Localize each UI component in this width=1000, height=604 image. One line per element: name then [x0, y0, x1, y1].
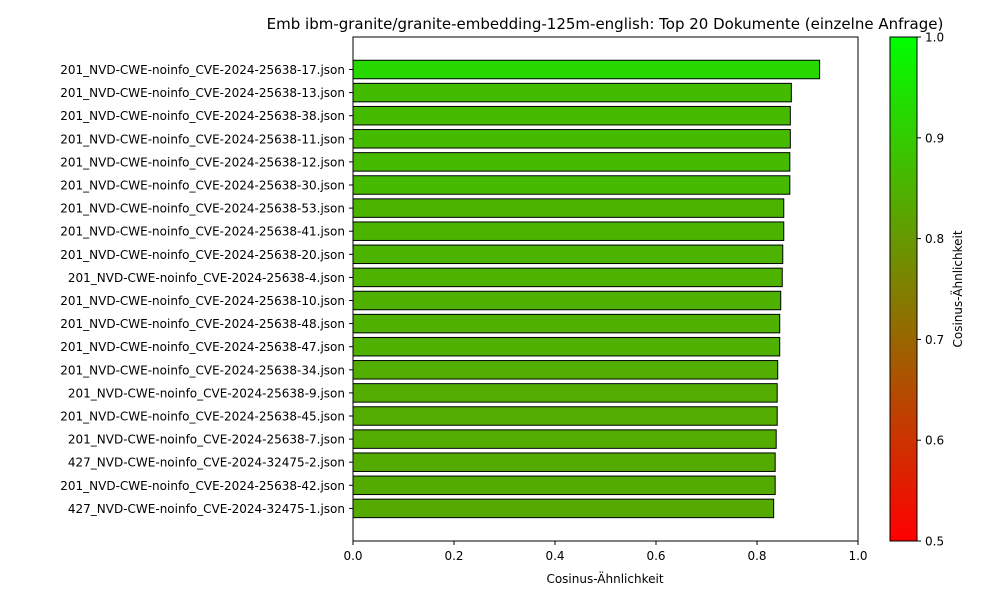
x-tick-label: 0.8: [747, 549, 766, 563]
bar-12: [352, 313, 781, 334]
x-tick-label: 0.6: [646, 549, 665, 563]
x-tick-label: 1.0: [848, 549, 867, 563]
y-tick-label: 201_NVD-CWE-noinfo_CVE-2024-25638-47.jso…: [60, 340, 345, 354]
y-tick-label: 201_NVD-CWE-noinfo_CVE-2024-25638-13.jso…: [60, 86, 345, 100]
y-tick-label: 201_NVD-CWE-noinfo_CVE-2024-25638-41.jso…: [60, 225, 345, 239]
bar-18: [352, 452, 776, 472]
bar-13: [352, 336, 781, 357]
colorbar-label: Cosinus-Ähnlichkeit: [950, 230, 965, 347]
x-tick-label: 0.4: [545, 549, 564, 563]
bar-15: [352, 383, 778, 403]
bar-9: [352, 244, 784, 265]
y-tick-label: 201_NVD-CWE-noinfo_CVE-2024-25638-10.jso…: [60, 294, 345, 308]
y-tick-label: 201_NVD-CWE-noinfo_CVE-2024-25638-30.jso…: [60, 179, 345, 193]
y-tick-label: 201_NVD-CWE-noinfo_CVE-2024-25638-53.jso…: [60, 202, 345, 216]
plot-frame: [352, 36, 859, 542]
bar-7: [352, 198, 785, 218]
y-tick-label: 201_NVD-CWE-noinfo_CVE-2024-25638-17.jso…: [60, 63, 345, 77]
colorbar-tick-label: 0.9: [925, 131, 944, 145]
y-tick-label: 427_NVD-CWE-noinfo_CVE-2024-32475-2.json: [68, 456, 345, 470]
bar-4: [352, 129, 791, 149]
colorbar-tick-label: 1.0: [925, 31, 944, 45]
x-tick-label: 0.0: [343, 549, 362, 563]
y-tick-label: 201_NVD-CWE-noinfo_CVE-2024-25638-9.json: [68, 386, 345, 400]
y-tick-label: 201_NVD-CWE-noinfo_CVE-2024-25638-20.jso…: [60, 248, 345, 262]
bar-1: [352, 59, 821, 80]
y-tick-label: 201_NVD-CWE-noinfo_CVE-2024-25638-38.jso…: [60, 109, 345, 123]
bar-10: [352, 267, 783, 288]
y-tick-label: 201_NVD-CWE-noinfo_CVE-2024-25638-34.jso…: [60, 363, 345, 377]
colorbar-tick-label: 0.5: [925, 535, 944, 549]
bar-3: [352, 105, 791, 126]
bar-19: [352, 475, 776, 496]
y-tick-label: 201_NVD-CWE-noinfo_CVE-2024-25638-11.jso…: [60, 132, 345, 146]
bar-6: [352, 175, 791, 195]
y-tick-label: 427_NVD-CWE-noinfo_CVE-2024-32475-1.json: [68, 502, 345, 516]
x-axis-label: Cosinus-Ähnlichkeit: [546, 571, 663, 586]
y-tick-label: 201_NVD-CWE-noinfo_CVE-2024-25638-12.jso…: [60, 155, 345, 169]
y-tick-label: 201_NVD-CWE-noinfo_CVE-2024-25638-48.jso…: [60, 317, 345, 331]
y-tick-labels: 201_NVD-CWE-noinfo_CVE-2024-25638-17.jso…: [60, 63, 353, 516]
x-ticks: 0.0 0.2 0.4 0.6 0.8 1.0: [343, 541, 868, 563]
y-tick-label: 201_NVD-CWE-noinfo_CVE-2024-25638-42.jso…: [60, 479, 345, 493]
y-tick-label: 201_NVD-CWE-noinfo_CVE-2024-25638-4.json: [68, 271, 345, 285]
bar-17: [352, 429, 777, 449]
colorbar-tick-label: 0.8: [925, 232, 944, 246]
bar-8: [352, 221, 785, 241]
colorbar: [889, 36, 918, 542]
bar-14: [352, 360, 779, 380]
bar-20: [352, 498, 775, 519]
colorbar-tick-label: 0.6: [925, 434, 944, 448]
bar-16: [352, 406, 778, 426]
y-tick-label: 201_NVD-CWE-noinfo_CVE-2024-25638-7.json: [68, 433, 345, 447]
chart-title: Emb ibm-granite/granite-embedding-125m-e…: [267, 15, 944, 33]
y-tick-label: 201_NVD-CWE-noinfo_CVE-2024-25638-45.jso…: [60, 410, 345, 424]
bar-2: [352, 82, 792, 103]
bars-layer: [352, 59, 821, 519]
colorbar-tick-label: 0.7: [925, 333, 944, 347]
x-tick-label: 0.2: [444, 549, 463, 563]
colorbar-ticks: 0.5 0.6 0.7 0.8 0.9 1.0: [917, 31, 944, 549]
bar-11: [352, 290, 782, 311]
bar-5: [352, 152, 791, 172]
